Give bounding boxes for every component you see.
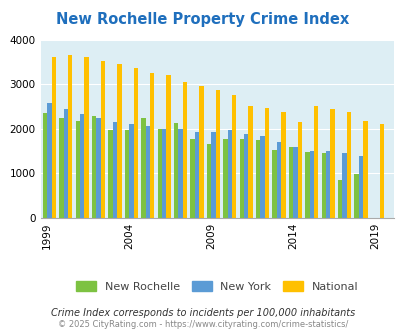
Text: © 2025 CityRating.com - https://www.cityrating.com/crime-statistics/: © 2025 CityRating.com - https://www.city… — [58, 320, 347, 329]
Legend: New Rochelle, New York, National: New Rochelle, New York, National — [72, 277, 362, 296]
Bar — [272, 150, 276, 218]
Bar — [80, 114, 84, 218]
Bar — [325, 151, 330, 218]
Bar — [129, 124, 133, 218]
Bar — [248, 106, 252, 218]
Bar — [243, 135, 248, 218]
Bar — [215, 90, 220, 218]
Bar — [341, 153, 346, 218]
Bar — [276, 142, 281, 218]
Bar — [64, 109, 68, 218]
Bar — [211, 132, 215, 218]
Bar — [117, 64, 121, 218]
Bar — [260, 136, 264, 218]
Bar — [68, 55, 72, 218]
Text: New Rochelle Property Crime Index: New Rochelle Property Crime Index — [56, 12, 349, 26]
Bar — [47, 103, 51, 218]
Bar — [92, 116, 96, 218]
Bar — [84, 57, 89, 218]
Bar — [166, 75, 171, 218]
Bar — [227, 130, 231, 218]
Bar — [145, 126, 149, 218]
Bar — [358, 156, 362, 218]
Bar — [362, 121, 367, 218]
Bar — [281, 112, 285, 218]
Bar — [149, 73, 154, 218]
Bar — [108, 130, 113, 218]
Bar — [288, 147, 292, 218]
Bar — [141, 117, 145, 218]
Bar — [297, 121, 301, 218]
Bar — [313, 106, 318, 218]
Bar — [100, 60, 105, 218]
Bar — [178, 129, 182, 218]
Bar — [51, 56, 56, 218]
Bar — [162, 129, 166, 218]
Bar — [173, 123, 178, 218]
Bar — [337, 181, 341, 218]
Bar — [190, 139, 194, 218]
Bar — [223, 139, 227, 218]
Bar — [264, 108, 269, 218]
Bar — [292, 147, 297, 218]
Bar — [309, 150, 313, 218]
Bar — [321, 153, 325, 218]
Bar — [182, 82, 187, 218]
Bar — [59, 117, 64, 218]
Bar — [75, 121, 80, 218]
Bar — [96, 118, 100, 218]
Bar — [43, 113, 47, 218]
Bar — [354, 174, 358, 218]
Bar — [346, 112, 350, 218]
Text: Crime Index corresponds to incidents per 100,000 inhabitants: Crime Index corresponds to incidents per… — [51, 308, 354, 317]
Bar — [113, 121, 117, 218]
Bar — [239, 139, 243, 218]
Bar — [124, 130, 129, 218]
Bar — [379, 124, 383, 218]
Bar — [133, 68, 138, 218]
Bar — [157, 129, 162, 218]
Bar — [330, 109, 334, 218]
Bar — [206, 144, 211, 218]
Bar — [194, 132, 199, 218]
Bar — [199, 86, 203, 218]
Bar — [231, 95, 236, 218]
Bar — [255, 140, 260, 218]
Bar — [304, 152, 309, 218]
